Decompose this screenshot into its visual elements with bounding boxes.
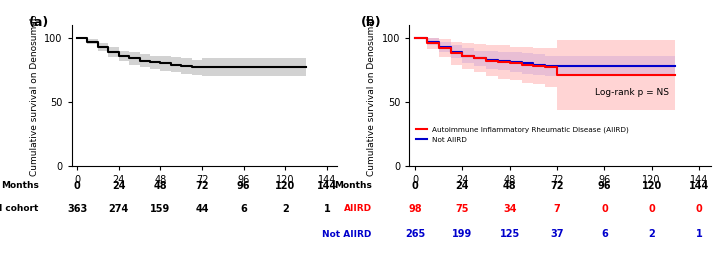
Text: 72: 72: [195, 181, 209, 191]
Text: 98: 98: [409, 204, 422, 214]
Text: 1: 1: [324, 204, 330, 214]
Legend: Autoimmune Inflammatory Rheumatic Disease (AIIRD), Not AIIRD: Autoimmune Inflammatory Rheumatic Diseas…: [413, 124, 632, 146]
Text: Log-rank p = NS: Log-rank p = NS: [595, 88, 669, 98]
Text: 2: 2: [282, 204, 289, 214]
Text: 125: 125: [500, 229, 520, 239]
Text: 37: 37: [550, 229, 564, 239]
Text: 0: 0: [696, 204, 702, 214]
Text: Months: Months: [334, 181, 372, 191]
Text: 48: 48: [154, 181, 167, 191]
Text: Months: Months: [1, 181, 39, 191]
Text: 96: 96: [597, 181, 611, 191]
Text: 0: 0: [601, 204, 607, 214]
Text: 6: 6: [241, 204, 247, 214]
Text: (b): (b): [361, 16, 382, 29]
Text: 72: 72: [550, 181, 564, 191]
Text: 0: 0: [412, 181, 419, 191]
Text: 265: 265: [405, 229, 425, 239]
Y-axis label: Cumulative survival on Denosumab: Cumulative survival on Denosumab: [368, 15, 376, 176]
Text: 6: 6: [601, 229, 607, 239]
Text: 1: 1: [696, 229, 702, 239]
Text: 144: 144: [689, 181, 709, 191]
Text: (a): (a): [29, 16, 50, 29]
Text: 199: 199: [452, 229, 472, 239]
Text: 7: 7: [554, 204, 561, 214]
Text: 120: 120: [642, 181, 662, 191]
Text: 120: 120: [275, 181, 296, 191]
Text: 24: 24: [456, 181, 470, 191]
Text: 75: 75: [456, 204, 470, 214]
Text: 144: 144: [317, 181, 337, 191]
Text: 0: 0: [74, 181, 80, 191]
Text: Not AIIRD: Not AIIRD: [322, 230, 372, 238]
Text: 34: 34: [503, 204, 516, 214]
Text: 96: 96: [237, 181, 251, 191]
Text: 0: 0: [648, 204, 655, 214]
Text: 48: 48: [503, 181, 516, 191]
Text: 363: 363: [67, 204, 87, 214]
Y-axis label: Cumulative survival on Denosumab: Cumulative survival on Denosumab: [30, 15, 39, 176]
Text: 274: 274: [108, 204, 129, 214]
Text: 24: 24: [112, 181, 126, 191]
Text: 2: 2: [648, 229, 655, 239]
Text: 159: 159: [150, 204, 170, 214]
Text: 44: 44: [195, 204, 209, 214]
Text: All cohort: All cohort: [0, 204, 39, 213]
Text: AIIRD: AIIRD: [344, 204, 372, 213]
